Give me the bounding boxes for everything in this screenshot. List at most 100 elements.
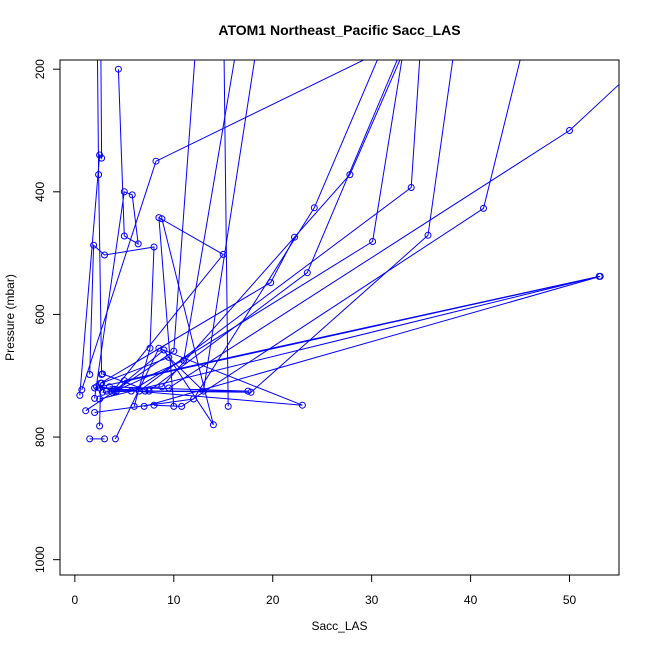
data-point (424, 231, 432, 239)
data-point (150, 243, 158, 251)
series-23 (96, 272, 603, 403)
series-line (89, 244, 155, 407)
data-point (91, 394, 99, 402)
data-point (96, 422, 104, 430)
data-point (96, 395, 104, 403)
series-21 (150, 17, 533, 410)
x-tick-label: 20 (266, 593, 280, 607)
data-point (82, 407, 90, 415)
data-point (346, 171, 354, 179)
x-tick-label: 40 (464, 593, 478, 607)
series-line (99, 236, 295, 427)
series-24 (78, 5, 474, 394)
series-17 (99, 60, 403, 396)
data-point (120, 377, 128, 385)
data-point (527, 17, 533, 23)
data-point (267, 279, 275, 287)
data-point (140, 402, 148, 410)
series-4 (223, 60, 232, 410)
series-line (114, 218, 214, 426)
data-point (112, 387, 120, 395)
data-point (399, 60, 403, 61)
y-axis: 200 400 600 800 1000 (33, 59, 61, 573)
chart-title: ATOM1 Northeast_Pacific Sacc_LAS (218, 22, 460, 38)
data-point (468, 5, 474, 11)
series-3 (86, 241, 158, 410)
series-12 (98, 60, 256, 395)
data-point (111, 435, 119, 443)
x-axis: 0 10 20 30 40 50 (71, 574, 577, 607)
data-point (196, 5, 202, 11)
data-point (90, 241, 98, 249)
series-line (94, 69, 139, 399)
series-line (94, 275, 601, 407)
data-point (165, 384, 173, 392)
data-point (155, 344, 163, 352)
data-point (101, 251, 108, 259)
series-line (153, 60, 521, 407)
series-10 (96, 233, 298, 430)
data-point (298, 401, 306, 409)
series-20 (141, 60, 454, 396)
data-point (152, 157, 160, 165)
series-line (99, 275, 600, 400)
data-point (95, 171, 103, 179)
y-axis-label: Pressure (mbar) (3, 274, 17, 361)
series-2 (95, 60, 106, 378)
data-point (480, 204, 487, 212)
x-tick-label: 30 (365, 593, 379, 607)
series-line (101, 60, 256, 393)
x-tick-label: 0 (71, 593, 78, 607)
plot-frame (59, 59, 620, 576)
data-point (219, 250, 227, 258)
data-point (303, 269, 311, 277)
y-tick-label: 200 (33, 59, 47, 79)
x-axis-label: Sacc_LAS (311, 619, 367, 633)
series-line (96, 60, 421, 392)
data-point (98, 14, 104, 20)
data-point (86, 435, 94, 443)
data-point (224, 402, 232, 410)
data-point (91, 384, 99, 392)
y-tick-label: 400 (33, 181, 47, 201)
x-tick-label: 10 (167, 593, 181, 607)
series-line (114, 216, 224, 407)
series-25 (165, 83, 619, 392)
series-line (102, 60, 403, 393)
data-point (91, 409, 99, 416)
data-point (209, 421, 217, 429)
data-point (114, 65, 122, 73)
y-tick-label: 600 (33, 304, 47, 324)
series-15 (103, 60, 403, 395)
series-line (81, 60, 365, 390)
series-11 (108, 60, 235, 396)
data-point (101, 435, 108, 443)
data-point (120, 232, 128, 240)
data-point (407, 184, 415, 191)
data-point (150, 401, 158, 409)
data-point (134, 240, 142, 248)
series-line (145, 60, 454, 393)
data-point (291, 233, 298, 241)
series-14 (99, 60, 398, 395)
data-point (120, 188, 128, 196)
data-point (369, 238, 377, 245)
series-line (79, 60, 103, 396)
series-line (94, 60, 378, 413)
series-line (112, 60, 235, 393)
series-7 (110, 215, 217, 429)
data-point (178, 402, 186, 410)
data-point (158, 215, 166, 223)
y-tick-label: 800 (33, 427, 47, 447)
data-point (128, 191, 136, 199)
data-point (566, 127, 573, 134)
series-16 (91, 60, 378, 416)
series-8 (86, 435, 108, 443)
data-point (99, 388, 106, 396)
data-point (78, 386, 86, 394)
series-layer (76, 5, 619, 443)
series-line (168, 83, 619, 389)
data-point (595, 272, 603, 280)
data-point (170, 347, 178, 355)
y-tick-label: 1000 (33, 546, 47, 573)
